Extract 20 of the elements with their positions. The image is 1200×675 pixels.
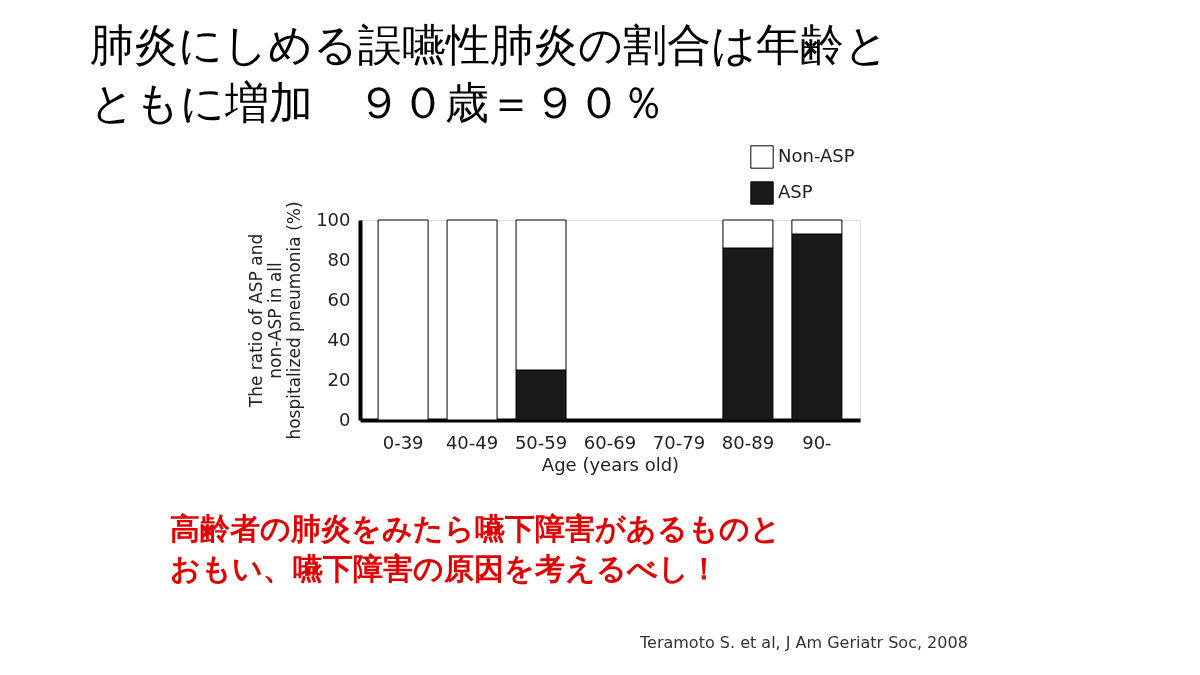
chart-title: 肺炎にしめる誤嚥性肺炎の割合は年齢とともに増加 ９０歳＝９０％ [90,19,889,128]
y-axis-title: The ratio of ASP and non-ASP in all hospitalized pneumonia (%) [246,201,305,440]
x-axis-title: Age (years old) [541,453,680,475]
x-tick-label: 80-89 [721,431,775,453]
y-tick-label: 0 [339,408,351,430]
x-tick-label: 40-49 [445,431,499,453]
y-tick-label: 100 [316,208,351,230]
y-tick-label: 20 [327,368,351,390]
x-tick-label: 70-79 [652,431,706,453]
y-tick-label: 60 [327,288,351,310]
x-tick-label: 90- [802,431,832,453]
x-tick-label: 60-69 [583,431,637,453]
y-tick-label: 40 [327,328,351,350]
legend-label: ASP [778,181,813,202]
x-tick-label: 50-59 [514,431,568,453]
y-tick-label: 80 [327,248,351,270]
text: 高齢者の肺炎をみたら嚥下障害があるものとおもい、嚥下障害の原因を考えるべし！ [170,511,781,586]
x-tick-label: 0-39 [382,431,424,453]
legend-label: Non-ASP [778,145,855,166]
text: Teramoto S. et al, J Am Geriatr Soc, 2008 [639,633,968,652]
